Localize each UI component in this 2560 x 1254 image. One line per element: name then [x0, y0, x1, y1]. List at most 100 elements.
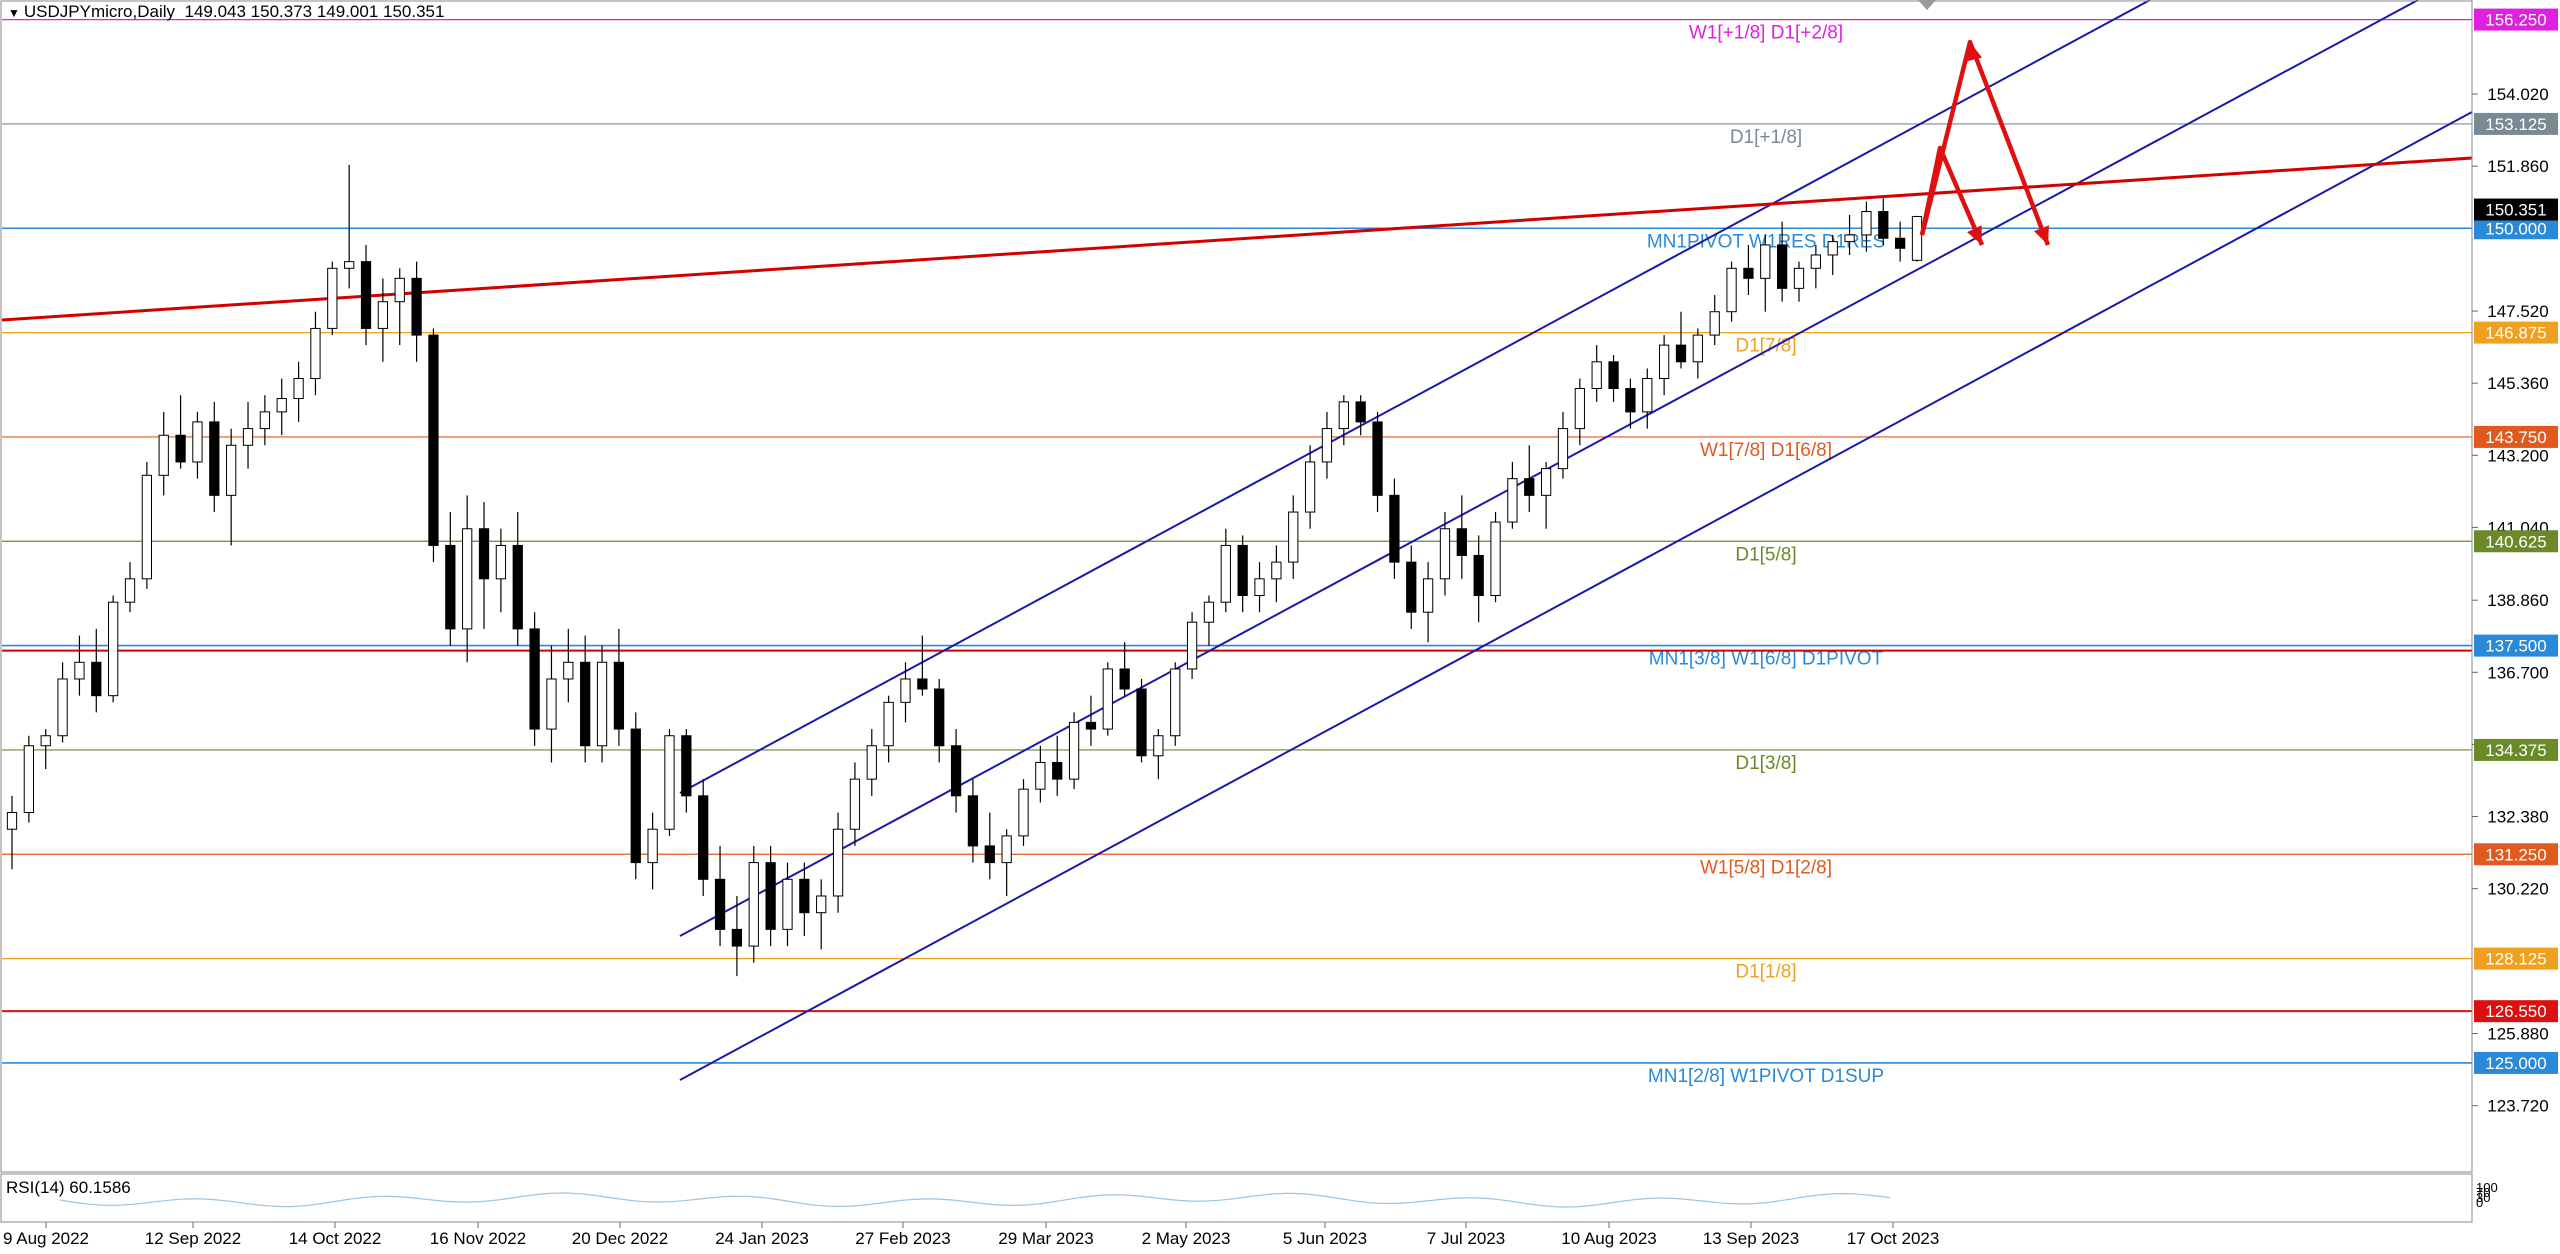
candle-14 — [242, 401, 254, 469]
candle-10 — [175, 395, 186, 469]
arrow-layer — [1919, 39, 2051, 246]
candle-49 — [832, 812, 844, 913]
rsi-line — [59, 1192, 1891, 1208]
price-tick-3: 145.360 — [2487, 374, 2548, 393]
candle-82 — [1389, 478, 1400, 579]
candle-body-75 — [1271, 561, 1282, 580]
candle-body-46 — [782, 878, 793, 930]
candle-70 — [1186, 612, 1198, 679]
candle-20 — [344, 164, 355, 289]
candle-110 — [1861, 201, 1872, 252]
candle-body-12 — [209, 421, 220, 496]
candle-body-58 — [984, 845, 995, 864]
price-tick-6: 138.860 — [2487, 591, 2548, 610]
candle-2 — [40, 729, 51, 770]
candle-body-92 — [1557, 428, 1569, 470]
level-label-0: W1[+1/8] D1[+2/8] — [1689, 23, 1843, 44]
candle-9 — [158, 411, 169, 496]
candle-body-83 — [1406, 561, 1417, 613]
candle-body-27 — [462, 528, 473, 630]
candle-body-78 — [1321, 428, 1333, 463]
time-tick-6: 27 Feb 2023 — [855, 1229, 950, 1248]
shift-marker-icon — [1918, 0, 1936, 10]
candle-body-16 — [276, 398, 287, 413]
channel-line-0 — [679, 0, 2151, 794]
candle-11 — [192, 411, 203, 479]
candle-body-98 — [1658, 344, 1670, 379]
time-tick-9: 5 Jun 2023 — [1283, 1229, 1367, 1248]
level-tag-bg-3 — [2474, 321, 2558, 344]
candle-body-20 — [344, 261, 355, 269]
candle-body-87 — [1473, 554, 1484, 597]
candle-71 — [1203, 595, 1215, 646]
candle-46 — [782, 862, 793, 947]
level-tag-4: 143.750 — [2485, 428, 2546, 447]
candle-body-65 — [1102, 668, 1113, 730]
candle-109 — [1844, 214, 1855, 255]
candle-32 — [546, 645, 557, 763]
candle-77 — [1304, 445, 1316, 529]
candle-body-101 — [1709, 311, 1720, 336]
candle-27 — [462, 495, 473, 663]
candle-body-26 — [445, 544, 456, 630]
candle-78 — [1321, 411, 1333, 479]
candle-body-25 — [428, 334, 439, 546]
time-tick-4: 20 Dec 2022 — [572, 1229, 668, 1248]
candle-85 — [1439, 512, 1451, 596]
candle-body-67 — [1136, 688, 1147, 757]
candle-0 — [6, 795, 18, 870]
candle-body-91 — [1540, 468, 1552, 496]
candle-43 — [731, 895, 743, 977]
candle-body-70 — [1186, 621, 1198, 670]
candle-body-51 — [866, 745, 877, 780]
candle-42 — [714, 845, 726, 947]
candle-47 — [799, 862, 810, 937]
candle-body-38 — [647, 828, 658, 864]
last-price-tag: 150.351 — [2485, 201, 2546, 220]
level-label-11: MN1[2/8] W1PIVOT D1SUP — [1648, 1066, 1884, 1087]
candle-body-73 — [1237, 544, 1248, 597]
candle-12 — [209, 401, 220, 513]
level-label-2: MN1PIVOT W1RES D1RES — [1647, 231, 1885, 252]
time-axis-bg — [0, 1222, 2560, 1249]
candle-41 — [698, 779, 709, 896]
candle-87 — [1473, 535, 1484, 623]
level-tag-bg-8 — [2474, 843, 2558, 866]
candle-body-11 — [192, 421, 203, 463]
candle-body-17 — [293, 377, 304, 400]
candle-body-37 — [630, 728, 641, 864]
collapse-triangle-icon[interactable]: ▼ — [8, 6, 20, 20]
level-tag-3: 146.875 — [2485, 324, 2546, 343]
candle-body-55 — [934, 688, 945, 747]
candle-64 — [1085, 695, 1097, 746]
candle-91 — [1540, 461, 1552, 529]
candle-body-107 — [1810, 254, 1821, 269]
candle-83 — [1406, 545, 1417, 629]
candle-body-39 — [664, 735, 675, 830]
candle-body-81 — [1372, 421, 1383, 496]
candle-body-84 — [1422, 578, 1434, 613]
candle-60 — [1018, 779, 1029, 846]
level-tag-8: 131.250 — [2485, 845, 2546, 864]
level-tag-9: 128.125 — [2485, 950, 2546, 969]
candle-18 — [310, 311, 321, 396]
candle-body-22 — [377, 301, 389, 329]
candle-55 — [934, 678, 945, 763]
candle-37 — [630, 712, 641, 880]
candle-body-3 — [57, 678, 68, 737]
candle-72 — [1220, 528, 1231, 613]
candle-30 — [512, 512, 523, 646]
candle-58 — [984, 812, 995, 880]
candle-body-69 — [1170, 668, 1181, 737]
candle-56 — [950, 729, 962, 813]
ohlc-values: 149.043 150.373 149.001 150.351 — [184, 2, 445, 21]
candle-body-40 — [681, 735, 692, 797]
symbol-label: USDJPYmicro,Daily — [23, 2, 176, 21]
level-tag-bg-7 — [2474, 738, 2558, 761]
candle-79 — [1338, 395, 1349, 446]
candle-84 — [1422, 562, 1434, 643]
